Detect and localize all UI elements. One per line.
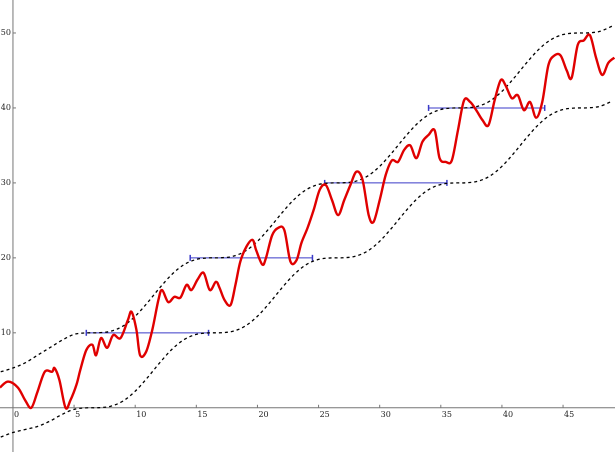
y-tick-label: 10 [1,328,11,337]
x-tick-label: 10 [136,410,146,419]
x-tick-label: 40 [503,410,513,419]
y-tick-label: 50 [1,28,11,37]
x-tick-label: 45 [564,410,574,419]
x-tick-label: 0 [14,410,19,419]
data-line [0,33,615,410]
bound-line [0,25,613,373]
y-tick-label: 30 [1,178,11,187]
x-tick-label: 5 [75,410,80,419]
x-tick-label: 35 [442,410,452,419]
x-tick-label: 25 [320,410,330,419]
x-tick-label: 30 [381,410,391,419]
x-tick-label: 15 [197,410,207,419]
bound-line [0,100,613,438]
y-tick-label: 20 [1,253,11,262]
y-tick-label: 40 [1,103,11,112]
x-tick-label: 20 [258,410,268,419]
